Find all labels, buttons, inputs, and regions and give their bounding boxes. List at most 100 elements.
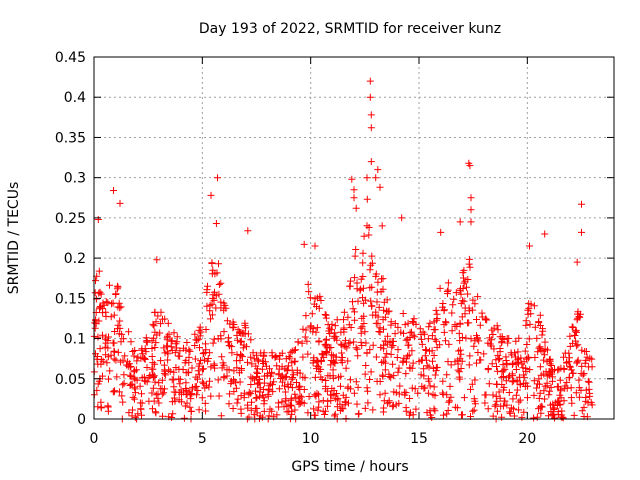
y-tick-label: 0.2 xyxy=(64,251,86,267)
data-point xyxy=(298,339,306,347)
data-point xyxy=(368,252,376,260)
data-point xyxy=(153,331,161,339)
data-point xyxy=(330,387,338,395)
data-point xyxy=(578,362,586,370)
data-point xyxy=(390,388,398,396)
data-point xyxy=(178,390,185,398)
data-point xyxy=(215,392,223,400)
data-point xyxy=(338,359,346,367)
data-point xyxy=(171,349,179,357)
data-point xyxy=(186,390,194,398)
data-point xyxy=(96,345,104,353)
data-point xyxy=(116,317,124,325)
data-point xyxy=(361,370,369,378)
data-point xyxy=(520,371,528,379)
data-point xyxy=(421,352,429,360)
data-point xyxy=(358,342,366,349)
data-point xyxy=(470,406,478,414)
data-point xyxy=(292,394,300,402)
data-point xyxy=(325,327,333,335)
data-point xyxy=(424,335,432,343)
data-point xyxy=(134,410,142,418)
data-point xyxy=(313,365,320,373)
data-point xyxy=(516,381,524,389)
data-point xyxy=(471,300,479,308)
data-point xyxy=(116,324,124,332)
data-point xyxy=(494,351,502,359)
data-point xyxy=(324,397,332,405)
data-point xyxy=(533,334,541,342)
data-point xyxy=(350,338,358,346)
data-point xyxy=(207,315,214,323)
data-point xyxy=(442,318,449,326)
data-point xyxy=(92,350,99,358)
data-point xyxy=(369,406,377,414)
data-point xyxy=(533,413,541,421)
data-point xyxy=(291,390,299,398)
data-point xyxy=(200,365,207,373)
data-point xyxy=(425,323,433,331)
data-point xyxy=(151,344,159,351)
data-point xyxy=(235,369,243,377)
data-point xyxy=(296,369,304,377)
data-point xyxy=(570,411,578,419)
data-point xyxy=(467,194,475,202)
data-point xyxy=(418,335,425,343)
data-point xyxy=(342,336,349,344)
data-point xyxy=(305,393,313,400)
data-point xyxy=(500,386,507,394)
data-point xyxy=(501,397,509,405)
data-point xyxy=(210,362,218,369)
data-point xyxy=(345,399,352,407)
data-point xyxy=(521,347,529,355)
data-point xyxy=(488,336,496,344)
data-point xyxy=(151,408,159,416)
data-point xyxy=(476,356,484,364)
data-point xyxy=(411,333,419,341)
data-point xyxy=(275,385,283,393)
data-point xyxy=(133,357,141,365)
data-point xyxy=(489,412,497,420)
data-point xyxy=(495,388,503,396)
data-point xyxy=(157,308,165,316)
data-point xyxy=(333,403,341,411)
data-point xyxy=(226,390,234,398)
data-point xyxy=(366,266,374,274)
data-point xyxy=(454,366,462,374)
data-point xyxy=(227,377,235,385)
data-point xyxy=(506,409,514,417)
data-point xyxy=(310,354,318,362)
data-point xyxy=(351,252,359,260)
data-point xyxy=(466,263,474,271)
data-point xyxy=(242,324,250,332)
data-point xyxy=(288,375,296,383)
data-point xyxy=(369,341,377,349)
data-point xyxy=(456,287,464,295)
data-point xyxy=(432,337,440,345)
data-point xyxy=(385,370,393,378)
data-point xyxy=(247,353,255,361)
data-point xyxy=(537,409,545,417)
data-point xyxy=(482,316,490,323)
data-point xyxy=(107,313,115,321)
data-point xyxy=(549,367,556,375)
data-point xyxy=(110,355,118,363)
data-point xyxy=(110,339,118,347)
data-point xyxy=(225,400,233,408)
data-point xyxy=(218,353,226,361)
data-point xyxy=(118,392,126,400)
data-point xyxy=(526,242,533,250)
data-point xyxy=(170,368,178,376)
data-point xyxy=(585,378,593,386)
data-point xyxy=(439,389,447,397)
data-point xyxy=(402,336,410,344)
data-point xyxy=(154,390,162,398)
data-point xyxy=(469,296,477,304)
data-point xyxy=(268,352,276,360)
data-point xyxy=(381,353,389,361)
data-point xyxy=(106,367,114,375)
data-point xyxy=(444,279,452,287)
data-point xyxy=(256,375,264,383)
data-point xyxy=(283,366,291,374)
data-point xyxy=(380,298,388,306)
